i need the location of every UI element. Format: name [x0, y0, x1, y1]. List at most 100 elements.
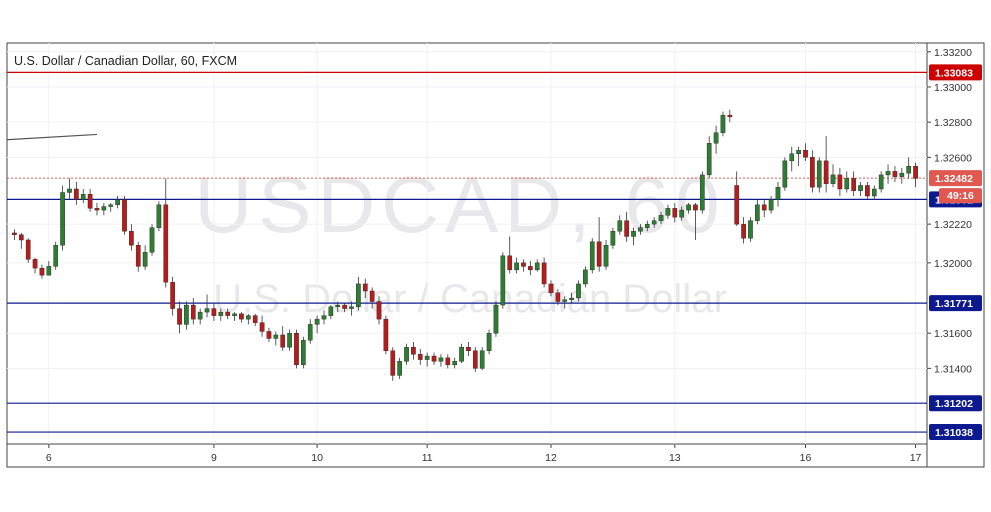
candle-body: [624, 220, 629, 237]
candle-body: [383, 318, 389, 351]
candle-body: [576, 283, 581, 299]
trend-layer: [6, 133, 98, 141]
candle-body: [101, 206, 107, 211]
candle-body: [170, 281, 175, 309]
x-axis: 6 9 10 11 12 13 16 17: [46, 444, 922, 464]
candle-body: [376, 301, 382, 320]
candle-body: [438, 357, 444, 362]
candle-body: [693, 204, 698, 211]
x-tick-label: 13: [669, 452, 681, 464]
level-label-box: [929, 64, 982, 81]
candle-body: [328, 306, 334, 316]
candle-body: [720, 114, 726, 133]
candle-body: [541, 262, 547, 285]
level-label-box: [929, 424, 982, 441]
candle-body: [583, 269, 588, 285]
candle-body: [493, 304, 499, 334]
candle-body: [789, 153, 795, 162]
x-tick-label: 11: [422, 452, 433, 464]
candle-body: [631, 230, 636, 237]
candle-body: [514, 262, 519, 271]
candle-body: [782, 160, 788, 188]
candle-body: [534, 262, 540, 271]
candle-body: [149, 227, 155, 253]
candle-body: [122, 199, 127, 232]
candle-body: [686, 204, 691, 211]
candle-body: [913, 165, 918, 179]
candle-body: [761, 204, 767, 211]
candle-body: [335, 304, 341, 308]
candle-body: [12, 232, 17, 235]
candle-body: [273, 334, 279, 339]
candle-body: [837, 174, 843, 190]
candle-body: [816, 160, 822, 188]
candle-body: [287, 332, 292, 348]
countdown-box: [939, 188, 982, 204]
candle-body: [445, 357, 451, 366]
y-tick-label: 1.32220: [934, 219, 972, 231]
candle-body: [459, 347, 464, 362]
current-price-label: 1.32482: [935, 173, 973, 185]
y-tick-label: 1.32000: [934, 258, 972, 270]
candle-body: [163, 204, 169, 283]
candle-body: [397, 361, 402, 376]
candle-body: [851, 178, 856, 191]
candle-body: [865, 185, 870, 197]
candle-body: [610, 230, 616, 246]
trend-line: [6, 133, 98, 141]
candles-layer: [12, 109, 918, 381]
level-label: 1.31038: [935, 427, 973, 439]
candle-body: [596, 241, 602, 267]
y-tick-label: 1.33000: [934, 82, 972, 94]
candle-body: [521, 262, 526, 267]
candle-body: [46, 266, 52, 276]
candle-body: [638, 227, 643, 232]
candle-body: [803, 150, 808, 158]
candle-body: [617, 220, 623, 232]
candle-body: [342, 304, 347, 309]
symbol-title: U.S. Dollar / Canadian Dollar, 60, FXCM: [14, 54, 237, 68]
candle-body: [32, 259, 38, 269]
candle-body: [727, 114, 733, 118]
candle-body: [871, 188, 877, 197]
candle-body: [741, 223, 746, 239]
candle-body: [25, 239, 31, 260]
candle-body: [135, 245, 141, 267]
plot-area[interactable]: [6, 42, 928, 468]
current-price-box: [929, 170, 982, 187]
y-tick-label: 1.31400: [934, 363, 972, 375]
candle-body: [314, 318, 320, 325]
x-tick-label: 6: [46, 452, 52, 464]
candle-body: [156, 204, 162, 228]
candle-body: [699, 174, 705, 211]
y-tick-label: 1.32600: [934, 152, 972, 164]
candle-body: [197, 311, 203, 320]
countdown-label: 49:16: [947, 190, 974, 202]
candle-body: [431, 355, 437, 362]
candle-body: [60, 192, 65, 246]
candle-body: [53, 245, 59, 267]
candle-body: [755, 204, 760, 221]
candle-body: [466, 347, 471, 351]
candle-body: [356, 283, 361, 308]
candle-body: [349, 306, 354, 309]
candle-body: [115, 199, 120, 206]
candle-body: [80, 194, 86, 200]
candle-body: [266, 331, 272, 339]
candle-body: [500, 255, 506, 306]
candle-body: [878, 174, 884, 190]
candle-body: [129, 230, 134, 246]
candle-body: [307, 324, 313, 341]
candle-body: [555, 292, 561, 302]
level-label: 1.31771: [935, 298, 973, 310]
candle-body: [390, 350, 396, 376]
candle-body: [74, 188, 79, 200]
candle-body: [404, 347, 409, 362]
candle-body: [87, 194, 93, 209]
candle-body: [528, 266, 533, 271]
candle-body: [906, 165, 912, 174]
candle-body: [39, 267, 45, 276]
candle-body: [252, 315, 258, 323]
